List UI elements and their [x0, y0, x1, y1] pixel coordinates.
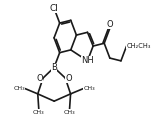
Text: O: O	[36, 74, 43, 82]
Text: B: B	[51, 63, 57, 72]
Text: NH: NH	[81, 56, 94, 65]
Text: O: O	[106, 20, 113, 29]
Text: Cl: Cl	[50, 4, 58, 13]
Text: CH₃: CH₃	[64, 110, 75, 115]
Text: CH₂CH₃: CH₂CH₃	[126, 43, 151, 49]
Text: CH₃: CH₃	[83, 86, 95, 91]
Text: O: O	[65, 74, 72, 82]
Text: CH₃: CH₃	[13, 86, 25, 91]
Text: CH₃: CH₃	[33, 110, 45, 115]
